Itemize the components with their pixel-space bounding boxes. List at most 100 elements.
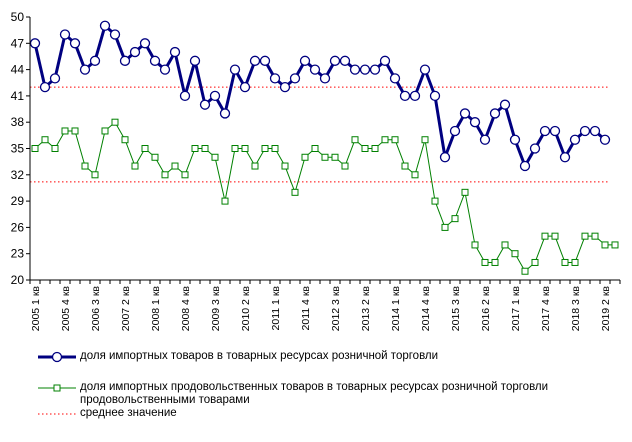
data-point-total-imports [389, 73, 401, 84]
data-point-total-imports [49, 73, 61, 84]
data-point-total-imports [509, 134, 521, 145]
data-point-total-imports [499, 99, 511, 110]
data-point-food-imports [521, 267, 529, 275]
data-point-total-imports [99, 20, 111, 31]
data-point-total-imports [79, 64, 91, 75]
x-tick-label: 2017 4 кв [540, 286, 552, 332]
data-point-total-imports [559, 152, 571, 163]
legend-swatch-red-dotted [38, 413, 76, 415]
data-point-food-imports [121, 136, 129, 144]
data-point-food-imports [501, 241, 509, 249]
data-point-food-imports [141, 145, 149, 152]
data-point-food-imports [71, 127, 79, 135]
data-point-food-imports [151, 153, 159, 161]
y-tick-label: 23 [11, 247, 25, 261]
data-point-total-imports [179, 90, 191, 102]
data-point-total-imports [319, 73, 331, 84]
data-point-total-imports [299, 55, 311, 66]
data-point-total-imports [589, 125, 601, 137]
data-point-food-imports [341, 162, 349, 170]
legend-label-food-imports: доля импортных продовольственных товаров… [80, 381, 549, 406]
x-tick-label: 2006 3 кв [90, 286, 102, 332]
data-point-total-imports [59, 29, 71, 40]
data-point-food-imports [391, 136, 399, 144]
data-point-food-imports [321, 153, 329, 161]
data-point-food-imports [401, 162, 409, 170]
x-tick-label: 2018 3 кв [570, 286, 582, 332]
data-point-total-imports [289, 73, 301, 84]
data-point-food-imports [131, 162, 139, 170]
data-point-food-imports [371, 145, 379, 152]
data-point-total-imports [119, 55, 131, 66]
x-tick-label: 2011 1 кв [270, 286, 282, 331]
x-tick-label: 2009 3 кв [210, 286, 222, 332]
data-point-total-imports [579, 125, 591, 137]
data-point-food-imports [541, 232, 549, 240]
data-point-total-imports [529, 143, 541, 154]
reference-lines [30, 86, 610, 183]
data-point-total-imports [449, 125, 461, 137]
data-point-total-imports [89, 55, 101, 66]
y-tick-label: 29 [11, 194, 25, 208]
data-point-total-imports [399, 90, 411, 102]
data-point-total-imports [279, 81, 291, 93]
x-tick-label: 2010 2 кв [240, 286, 252, 332]
data-point-total-imports [379, 55, 391, 66]
y-tick-label: 44 [11, 63, 25, 77]
data-point-food-imports [481, 258, 489, 266]
x-tick-label: 2017 1 кв [510, 286, 522, 332]
data-point-total-imports [479, 134, 491, 145]
x-tick-label: 2015 3 кв [450, 286, 462, 332]
data-point-food-imports [611, 241, 619, 249]
data-point-total-imports [39, 81, 51, 93]
legend-label-average: среднее значение [80, 407, 177, 419]
data-point-food-imports [591, 232, 599, 240]
data-point-total-imports [309, 64, 321, 75]
data-point-food-imports [331, 153, 339, 161]
legend-label-total-imports: доля импортных товаров в товарных ресурс… [80, 350, 439, 362]
data-point-food-imports [101, 127, 109, 135]
data-point-food-imports [161, 171, 169, 179]
data-point-total-imports [419, 64, 431, 75]
data-point-total-imports [29, 38, 41, 49]
x-tick-label: 2008 4 кв [180, 286, 192, 332]
data-point-food-imports [231, 145, 239, 152]
y-tick-label: 20 [11, 273, 25, 287]
data-point-total-imports [249, 55, 261, 66]
data-point-total-imports [269, 73, 281, 84]
data-point-food-imports [561, 258, 569, 266]
data-point-food-imports [311, 145, 319, 152]
data-point-food-imports [431, 197, 439, 205]
data-point-food-imports [451, 215, 459, 223]
data-point-food-imports [211, 153, 219, 161]
data-point-food-imports [581, 232, 589, 240]
data-point-food-imports [81, 162, 89, 170]
data-point-total-imports [459, 108, 471, 119]
data-point-food-imports [551, 232, 559, 240]
data-point-total-imports [439, 152, 451, 163]
data-point-food-imports [191, 145, 199, 152]
data-point-total-imports [149, 55, 161, 66]
y-tick-label: 50 [11, 10, 25, 24]
y-tick-label: 41 [11, 89, 25, 103]
x-tick-label: 2013 2 кв [360, 286, 372, 332]
data-point-total-imports [229, 64, 241, 75]
data-point-total-imports [519, 160, 531, 172]
data-point-total-imports [209, 90, 221, 102]
x-tick-label: 2005 4 кв [60, 286, 72, 332]
data-point-food-imports [201, 145, 209, 152]
data-point-total-imports [139, 38, 151, 49]
data-point-food-imports [261, 145, 269, 152]
data-point-total-imports [469, 117, 481, 128]
data-point-food-imports [271, 145, 279, 152]
data-point-total-imports [409, 90, 421, 102]
x-tick-label: 2019 2 кв [600, 286, 612, 332]
data-point-total-imports [359, 64, 371, 75]
legend-swatch-navy-circle [38, 351, 76, 363]
data-point-total-imports [129, 46, 141, 58]
data-point-food-imports [171, 162, 179, 170]
data-point-food-imports [61, 127, 69, 135]
series-line-total-imports [33, 24, 606, 168]
y-tick-label: 32 [11, 168, 25, 182]
x-tick-label: 2008 1 кв [150, 286, 162, 332]
